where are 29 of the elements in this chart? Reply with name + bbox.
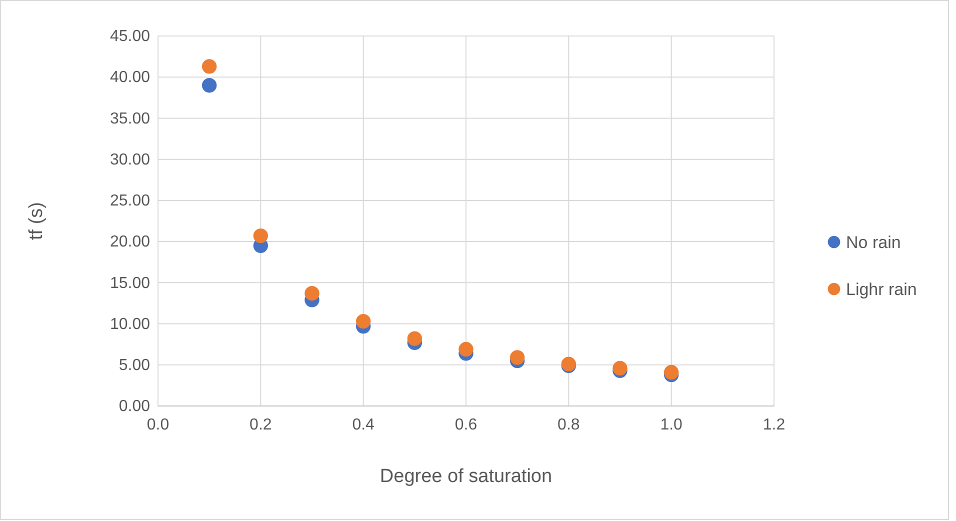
y-tick-label: 45.00	[110, 28, 150, 46]
point	[253, 228, 268, 244]
x-tick-label: 0.8	[558, 416, 580, 434]
point	[510, 350, 525, 365]
y-tick-label: 20.00	[110, 234, 150, 251]
y-tick-label: 5.00	[118, 357, 150, 374]
point	[407, 331, 422, 346]
x-tick-label: 0.6	[454, 416, 478, 434]
x-tick-label: 0.2	[250, 416, 272, 434]
x-tick-label: 1.2	[762, 416, 786, 434]
y-tick-label: 30.00	[110, 151, 150, 168]
y-tick-label: 10.00	[110, 316, 150, 333]
y-tick-label: 0.00	[118, 398, 150, 416]
x-tick-label: 0.4	[352, 416, 375, 434]
y-tick-label: 25.00	[110, 192, 150, 210]
x-axis-title: Degree of saturation	[380, 466, 552, 487]
point	[356, 314, 371, 329]
y-tick-label: 35.00	[110, 110, 150, 128]
y-tick-label: 15.00	[110, 274, 150, 292]
point	[202, 78, 217, 93]
point	[202, 59, 217, 74]
x-tick-label: 1.0	[660, 416, 683, 434]
y-tick-label: 40.00	[110, 69, 150, 86]
point	[304, 286, 320, 301]
x-tick-label: 0.0	[146, 416, 170, 434]
y-axis-title: tf (s)	[26, 202, 47, 240]
legend-label: Lighr rain	[846, 280, 917, 299]
legend-label: No rain	[846, 233, 901, 252]
point	[458, 342, 474, 357]
